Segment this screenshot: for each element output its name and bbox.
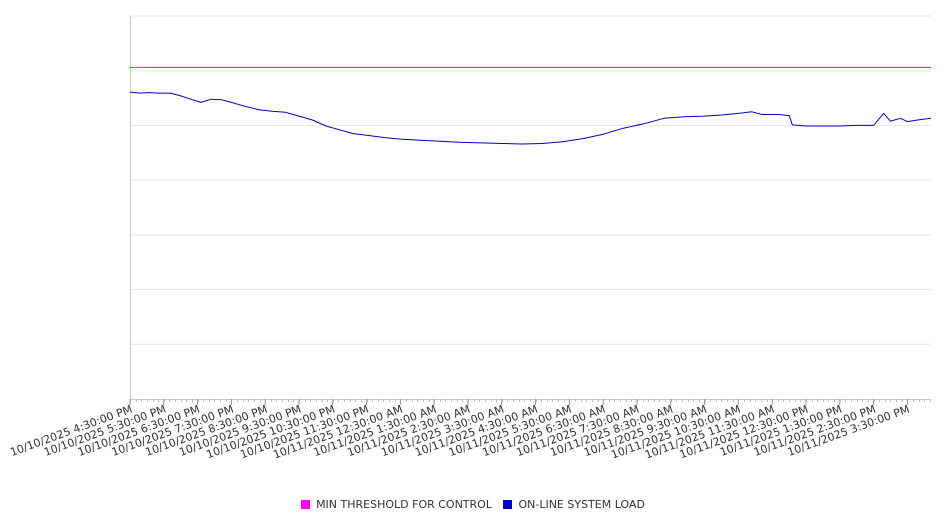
series-line-load <box>129 91 932 145</box>
legend-item-threshold[interactable]: MIN THRESHOLD FOR CONTROL <box>301 498 492 511</box>
legend-label-threshold: MIN THRESHOLD FOR CONTROL <box>316 498 492 511</box>
legend-swatch-load <box>503 500 513 509</box>
series-lines <box>129 66 932 145</box>
legend-item-load[interactable]: ON-LINE SYSTEM LOAD <box>503 498 645 511</box>
legend-label-load: ON-LINE SYSTEM LOAD <box>518 498 645 511</box>
axes <box>130 16 931 400</box>
gridlines <box>130 15 931 345</box>
legend-swatch-threshold <box>301 500 311 509</box>
legend: MIN THRESHOLD FOR CONTROL ON-LINE SYSTEM… <box>0 498 946 512</box>
